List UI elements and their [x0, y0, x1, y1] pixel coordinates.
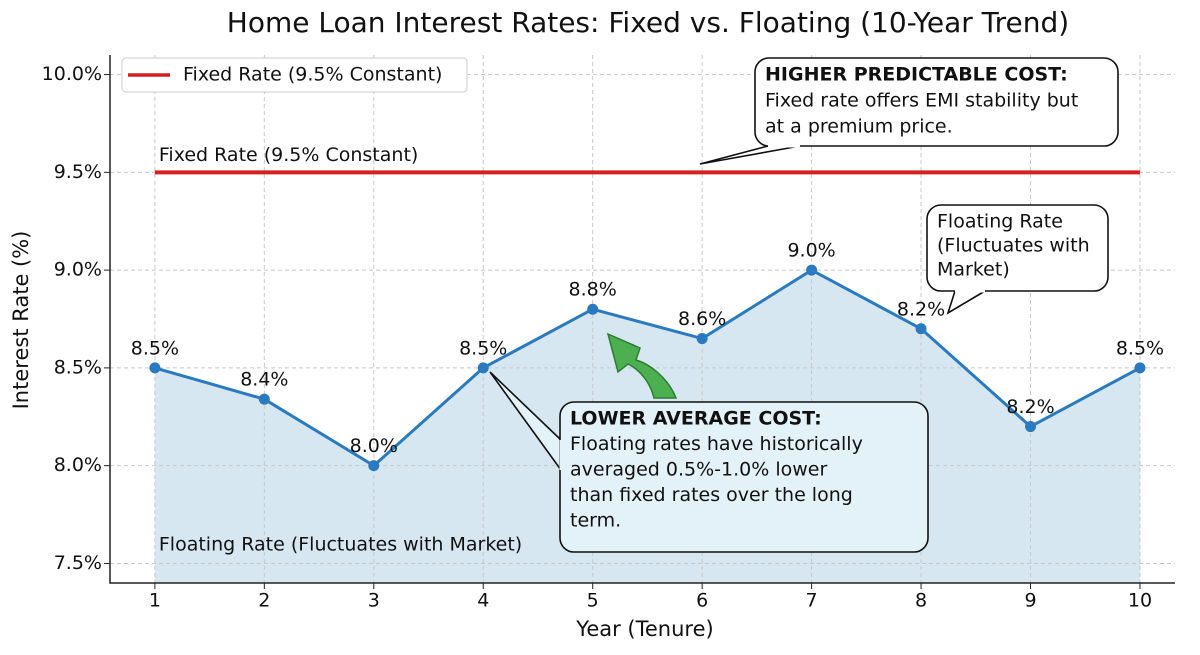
x-tick-label: 7 [806, 590, 818, 612]
x-tick-label: 6 [696, 590, 708, 612]
legend-label: Fixed Rate (9.5% Constant) [183, 64, 442, 86]
callout-box [926, 204, 1109, 292]
point-label: 8.4% [240, 369, 288, 391]
callout-title: HIGHER PREDICTABLE COST: [765, 64, 1068, 86]
point [368, 460, 380, 472]
y-tick-label: 10.0% [42, 63, 102, 85]
callout-text: Floating rates have historically [570, 433, 863, 455]
point [1134, 362, 1146, 374]
point-label: 8.5% [131, 337, 179, 359]
callout-pointer [489, 371, 562, 471]
y-tick-label: 9.5% [54, 161, 102, 183]
plot: Fixed Rate (9.5% Constant) Fixed Rate (9.… [121, 57, 1164, 556]
point [915, 323, 927, 335]
callout-text: than fixed rates over the long [570, 484, 853, 506]
chart-title: Home Loan Interest Rates: Fixed vs. Floa… [227, 6, 1069, 39]
point-label: 9.0% [787, 240, 835, 262]
callout-text: Market) [937, 259, 1010, 281]
x-tick-label: 1 [149, 590, 161, 612]
point [477, 362, 489, 374]
area-label: Floating Rate (Fluctuates with Market) [159, 534, 522, 556]
callout-text: term. [570, 510, 621, 532]
green-arrow [606, 332, 678, 399]
callout-text: at a premium price. [765, 116, 953, 138]
callout-box [559, 401, 929, 553]
point [587, 303, 599, 315]
series-line [154, 268, 1141, 468]
point-label: 8.5% [459, 337, 507, 359]
point [806, 264, 818, 276]
y-tick-label: 8.5% [54, 356, 102, 378]
callout-text: (Fluctuates with [937, 235, 1090, 257]
x-axis-label: Year (Tenure) [575, 617, 713, 641]
x-tick-label: 9 [1024, 590, 1036, 612]
callout-pointer [699, 145, 801, 165]
x-tick-label: 3 [368, 590, 380, 612]
callout-box [754, 57, 1119, 147]
point-label: 8.2% [897, 298, 945, 320]
callout-text: Floating Rate [937, 211, 1063, 233]
point-label: 8.8% [569, 279, 617, 301]
point [149, 362, 161, 374]
y-tick-label: 8.0% [54, 454, 102, 476]
x-tick-label: 10 [1128, 590, 1152, 612]
point-label: 8.6% [678, 308, 726, 330]
point-label: 8.0% [350, 435, 398, 457]
point-label: 8.5% [1116, 337, 1164, 359]
callout-title: LOWER AVERAGE COST: [570, 408, 822, 430]
x-tick-label: 4 [477, 590, 489, 612]
legend-box [121, 57, 468, 93]
x-tick-label: 2 [258, 590, 270, 612]
point [1025, 421, 1037, 433]
point-label: 8.2% [1006, 396, 1054, 418]
axes [109, 55, 1175, 584]
annotations: HIGHER PREDICTABLE COST: Fixed rate offer… [489, 57, 1119, 553]
callout-pointer [946, 290, 986, 315]
x-tick-label: 8 [915, 590, 927, 612]
line-label: Fixed Rate (9.5% Constant) [159, 144, 418, 166]
callout-text: averaged 0.5%-1.0% lower [570, 459, 827, 481]
y-axis-label: Interest Rate (%) [9, 231, 33, 410]
y-tick-label: 7.5% [54, 552, 102, 574]
y-tick-label: 9.0% [54, 259, 102, 281]
callout-text: Fixed rate offers EMI stability but [765, 90, 1078, 112]
point [696, 333, 708, 345]
point [258, 393, 270, 405]
x-tick-label: 5 [587, 590, 599, 612]
